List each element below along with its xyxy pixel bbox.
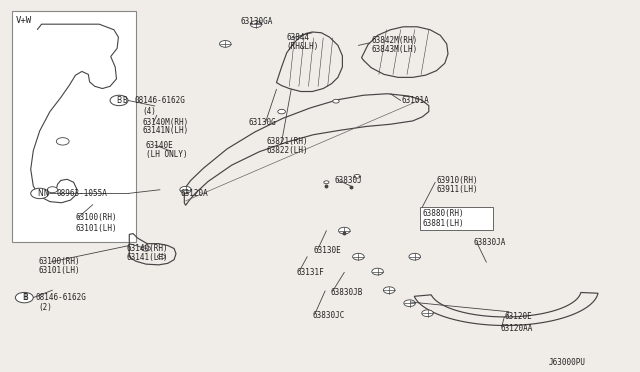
Text: 63830JB: 63830JB	[330, 288, 363, 297]
Circle shape	[324, 181, 329, 184]
Text: 63140E: 63140E	[146, 141, 173, 150]
Text: V+W: V+W	[16, 16, 32, 25]
Text: B: B	[122, 96, 127, 105]
Text: 63844: 63844	[287, 33, 310, 42]
Text: B: B	[22, 293, 27, 302]
Text: 63822(LH): 63822(LH)	[266, 146, 308, 155]
Text: 63130G: 63130G	[248, 118, 276, 127]
Text: 63120AA: 63120AA	[500, 324, 533, 333]
Circle shape	[404, 300, 415, 307]
Circle shape	[157, 254, 165, 259]
Circle shape	[422, 310, 433, 317]
Circle shape	[47, 187, 58, 193]
Circle shape	[354, 174, 360, 178]
Text: 63100(RH): 63100(RH)	[38, 257, 80, 266]
Circle shape	[141, 246, 150, 251]
Circle shape	[278, 109, 285, 114]
Circle shape	[372, 268, 383, 275]
Text: 08963-1055A: 08963-1055A	[56, 189, 107, 198]
Text: 63101(LH): 63101(LH)	[76, 224, 117, 233]
Text: 63141(LH): 63141(LH)	[127, 253, 168, 262]
Text: 63140M(RH): 63140M(RH)	[142, 118, 188, 126]
Text: 63830JA: 63830JA	[474, 238, 506, 247]
Text: 63880(RH): 63880(RH)	[422, 209, 464, 218]
Circle shape	[250, 21, 262, 28]
Text: B: B	[116, 96, 122, 105]
Circle shape	[56, 138, 69, 145]
Bar	[12, 11, 136, 242]
Text: 63911(LH): 63911(LH)	[436, 185, 478, 194]
Text: 63830JC: 63830JC	[312, 311, 345, 320]
Text: 63131F: 63131F	[297, 268, 324, 277]
Circle shape	[220, 41, 231, 47]
Text: 08146-6162G: 08146-6162G	[35, 293, 86, 302]
Circle shape	[333, 99, 339, 103]
Text: (LH ONLY): (LH ONLY)	[146, 150, 188, 159]
Text: 63843M(LH): 63843M(LH)	[371, 45, 417, 54]
Circle shape	[15, 292, 33, 303]
Text: 63101(LH): 63101(LH)	[38, 266, 80, 275]
Text: 63821(RH): 63821(RH)	[266, 137, 308, 146]
Circle shape	[31, 188, 49, 199]
Text: 08146-6162G: 08146-6162G	[134, 96, 185, 105]
Bar	[420, 207, 493, 230]
Text: 63141N(LH): 63141N(LH)	[142, 126, 188, 135]
Circle shape	[339, 227, 350, 234]
Text: 63120A: 63120A	[180, 189, 208, 198]
Circle shape	[353, 253, 364, 260]
Text: B: B	[23, 293, 28, 302]
Circle shape	[180, 186, 191, 193]
Text: 63910(RH): 63910(RH)	[436, 176, 478, 185]
Text: (RH&LH): (RH&LH)	[287, 42, 319, 51]
Text: 63830J: 63830J	[334, 176, 362, 185]
Text: 63140(RH): 63140(RH)	[127, 244, 168, 253]
Text: J63000PU: J63000PU	[549, 358, 586, 367]
Text: N: N	[44, 189, 49, 198]
Text: 63842M(RH): 63842M(RH)	[371, 36, 417, 45]
Text: 63130E: 63130E	[314, 246, 341, 255]
Circle shape	[383, 287, 395, 294]
Text: 63100(RH): 63100(RH)	[76, 213, 117, 222]
Text: 63130GA: 63130GA	[241, 17, 273, 26]
Text: (4): (4)	[142, 107, 156, 116]
Text: N: N	[37, 189, 42, 198]
Text: (2): (2)	[38, 303, 52, 312]
Circle shape	[409, 253, 420, 260]
Circle shape	[110, 95, 128, 106]
Text: 63101A: 63101A	[402, 96, 429, 105]
Text: 63881(LH): 63881(LH)	[422, 219, 464, 228]
Text: 63120E: 63120E	[504, 312, 532, 321]
